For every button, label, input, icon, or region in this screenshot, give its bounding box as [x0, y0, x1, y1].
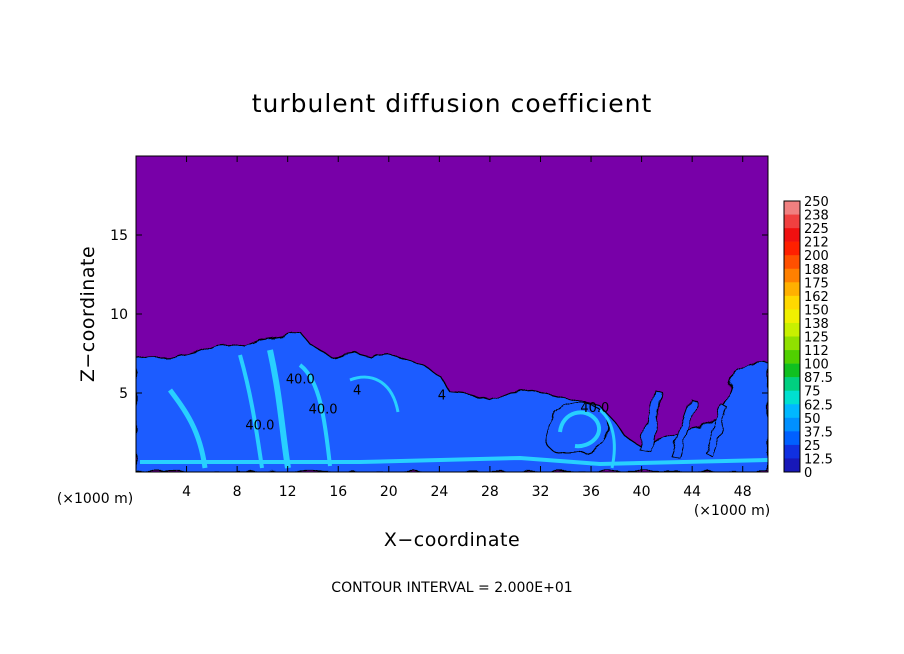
- y-tick-label: 5: [119, 386, 128, 402]
- y-axis-ticks: 5 10 15: [110, 228, 768, 402]
- colorbar-swatch: [784, 417, 800, 432]
- plot-area: 40.0 40.0 40.0 40.0 4 4: [136, 156, 768, 472]
- eddy-patch: [704, 404, 729, 457]
- x-axis-label: X−coordinate: [384, 529, 520, 551]
- x-axis-unit-left: (×1000 m): [57, 491, 133, 507]
- y-tick-label: 10: [110, 307, 128, 323]
- x-tick-label: 20: [380, 484, 398, 500]
- high-value-streak: [167, 388, 208, 469]
- colorbar-swatch: [784, 228, 800, 242]
- colorbar-swatch: [784, 255, 800, 270]
- colorbar: 2502382252122001881751621501381251121008…: [783, 195, 833, 481]
- high-value-streak: [598, 408, 616, 469]
- colorbar-label: 175: [804, 276, 829, 291]
- high-value-streak: [267, 349, 291, 469]
- contour-label: 40.0: [286, 373, 315, 388]
- contour-label: 40.0: [245, 418, 274, 433]
- colorbar-label: 100: [804, 358, 829, 373]
- y-tick-label: 15: [110, 228, 128, 244]
- y-axis-label: Z−coordinate: [77, 246, 99, 382]
- colorbar-swatch: [784, 458, 800, 473]
- high-value-streak: [140, 455, 768, 467]
- x-tick-label: 36: [582, 484, 600, 500]
- colorbar-label: 138: [804, 317, 829, 332]
- x-tick-label: 12: [279, 484, 297, 500]
- colorbar-swatch: [784, 350, 800, 364]
- x-tick-label: 40: [633, 484, 651, 500]
- turbulent-layer: [136, 331, 768, 472]
- colorbar-label: 225: [804, 222, 829, 237]
- colorbar-label: 162: [804, 290, 829, 305]
- colorbar-swatch: [784, 282, 800, 297]
- colorbar-label: 150: [804, 303, 829, 318]
- high-value-streaks: [140, 349, 768, 469]
- colorbar-label: 12.5: [804, 452, 833, 467]
- colorbar-swatch: [784, 363, 800, 378]
- colorbar-swatch: [784, 309, 800, 324]
- colorbar-swatch: [784, 431, 800, 446]
- contour-interval-note: CONTOUR INTERVAL = 2.000E+01: [331, 580, 572, 596]
- contour-label: 40.0: [580, 401, 609, 416]
- colorbar-label: 62.5: [804, 398, 833, 413]
- x-tick-label: 44: [683, 484, 701, 500]
- x-axis-unit-right: (×1000 m): [694, 503, 770, 519]
- colorbar-swatch: [784, 444, 800, 459]
- colorbar-label: 250: [804, 195, 829, 210]
- colorbar-label: 50: [804, 412, 821, 427]
- x-tick-label: 32: [532, 484, 550, 500]
- x-tick-label: 24: [430, 484, 448, 500]
- high-value-streak: [298, 363, 332, 467]
- high-value-streak: [238, 354, 264, 469]
- colorbar-label: 87.5: [804, 371, 833, 386]
- colorbar-swatch: [784, 322, 800, 337]
- colorbar-label: 0: [804, 466, 812, 481]
- colorbar-label: 200: [804, 249, 829, 264]
- turbulent-layer-fill: [136, 331, 768, 472]
- colorbar-swatch: [784, 377, 800, 391]
- eddy-patch: [669, 397, 698, 459]
- contour-label: 40.0: [309, 403, 338, 418]
- x-tick-label: 4: [182, 484, 191, 500]
- colorbar-swatch: [784, 404, 800, 419]
- colorbar-swatch: [784, 390, 800, 405]
- colorbar-frame: [783, 200, 801, 473]
- colorbar-swatch: [784, 295, 800, 310]
- colorbar-label: 37.5: [804, 425, 833, 440]
- eddy-patch: [639, 389, 663, 453]
- colorbar-label: 125: [804, 331, 829, 346]
- colorbar-swatch: [784, 336, 800, 351]
- colorbar-label: 212: [804, 236, 829, 251]
- contour-labels: 40.0 40.0 40.0 40.0 4 4: [245, 373, 609, 434]
- x-tick-label: 28: [481, 484, 499, 500]
- colorbar-swatch: [784, 241, 800, 256]
- colorbar-swatch: [784, 214, 800, 229]
- contour-label: 4: [438, 388, 446, 403]
- colorbar-label: 238: [804, 209, 829, 224]
- x-tick-label: 8: [233, 484, 242, 500]
- x-tick-label: 16: [329, 484, 347, 500]
- high-value-streak: [558, 410, 602, 449]
- chart-title: turbulent diffusion coefficient: [252, 89, 653, 118]
- contour-label: 4: [353, 384, 361, 399]
- x-axis-ticks: 4 8 12 16 20 24 28 32 36 40 44 48: [182, 156, 752, 500]
- x-tick-label: 48: [734, 484, 752, 500]
- colorbar-label: 112: [804, 344, 829, 359]
- colorbar-label: 188: [804, 263, 829, 278]
- colorbar-swatch: [784, 201, 800, 215]
- high-value-streak: [349, 375, 400, 413]
- colorbar-label: 25: [804, 439, 821, 454]
- colorbar-swatch: [784, 268, 800, 283]
- colorbar-label: 75: [804, 385, 821, 400]
